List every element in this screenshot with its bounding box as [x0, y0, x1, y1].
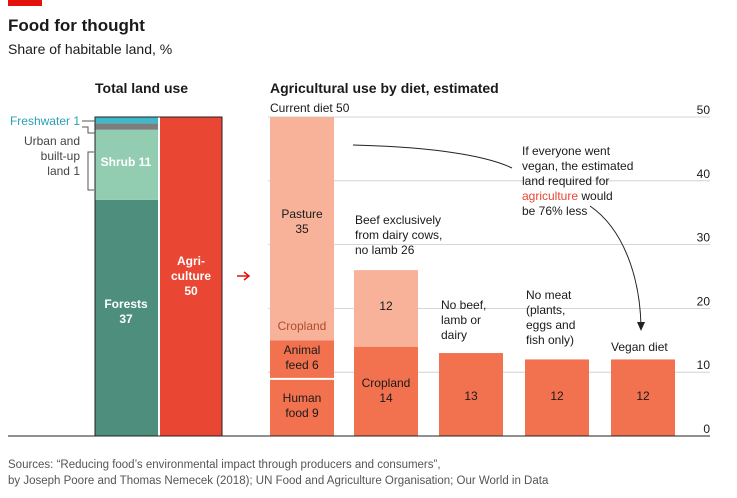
label-forests-1: Forests	[104, 297, 148, 311]
category-label-4-3: eggs and	[526, 318, 575, 332]
annotation-highlight: agriculture	[522, 189, 578, 203]
chart-title: Food for thought	[8, 16, 145, 35]
value-label-3: 13	[464, 389, 478, 403]
annotation-line-5: be 76% less	[522, 204, 587, 218]
annotation-line-4: agriculture would	[522, 189, 613, 203]
panel-title-diet: Agricultural use by diet, estimated	[270, 80, 499, 96]
category-label-4-1: No meat	[526, 288, 572, 302]
category-label-3-2: lamb or	[441, 313, 481, 327]
label-dairy-pasture: 12	[379, 299, 393, 313]
sources-line-2: by Joseph Poore and Thomas Nemecek (2018…	[8, 475, 549, 487]
bar-diet-3-human-food	[439, 353, 503, 436]
brand-bar	[8, 0, 42, 6]
y-tick-20: 20	[697, 294, 711, 308]
label-current-pasture-1: Pasture	[281, 207, 323, 221]
label-agriculture-2: culture	[171, 269, 211, 283]
label-dairy-cropland-1: Cropland	[362, 376, 411, 390]
annotation-line-2: vegan, the estimated	[522, 159, 633, 173]
y-tick-50: 50	[697, 103, 711, 117]
annotation-highlight-rest: would	[578, 189, 613, 203]
label-dairy-cropland-2: 14	[379, 391, 393, 405]
label-forests-2: 37	[119, 312, 133, 326]
label-current-feed-2: feed 6	[285, 358, 319, 372]
y-tick-10: 10	[697, 358, 711, 372]
y-tick-40: 40	[697, 167, 711, 181]
bar-diet-1-animal-feed	[270, 340, 334, 379]
label-current-human-1: Human	[283, 391, 322, 405]
bar-shrub	[95, 129, 158, 200]
category-label-1: Current diet 50	[270, 101, 350, 115]
bar-diet-1-pasture	[270, 117, 334, 341]
label-agriculture-1: Agri-	[177, 254, 205, 268]
annotation-arrowhead	[637, 322, 645, 331]
annotation-arrow	[589, 205, 642, 327]
bar-freshwater	[95, 117, 158, 124]
category-label-2-2: from dairy cows,	[355, 228, 442, 242]
bar-urban	[95, 123, 158, 130]
annotation-line-1: If everyone went	[522, 144, 611, 158]
bar-diet-1-human-food	[270, 378, 334, 436]
sources-note: Sources: “Reducing food’s environmental …	[8, 457, 548, 489]
chart-area: Total land use Agricultural use by diet, …	[8, 80, 711, 437]
category-label-2-3: no lamb 26	[355, 243, 415, 257]
category-label-5: Vegan diet	[611, 340, 668, 354]
label-current-cropland: Cropland	[278, 319, 327, 333]
bar-diet-2-pasture	[354, 270, 418, 347]
leader-urban	[82, 126, 95, 134]
panel-title-total: Total land use	[95, 80, 188, 96]
label-urban-3: land 1	[47, 164, 80, 178]
bar-diet-5-human-food	[611, 359, 675, 436]
label-current-human-2: food 9	[285, 406, 319, 420]
bracket-shrub	[87, 151, 94, 191]
y-tick-0: 0	[703, 422, 710, 436]
annotation-leader	[352, 144, 513, 169]
label-urban-1: Urban and	[24, 134, 80, 148]
label-current-feed-1: Animal	[284, 343, 321, 357]
label-agriculture-3: 50	[184, 284, 198, 298]
category-label-3-3: dairy	[441, 328, 467, 342]
category-label-3-1: No beef,	[441, 298, 486, 312]
y-tick-30: 30	[697, 231, 711, 245]
label-urban-2: built-up	[41, 149, 81, 163]
bar-diet-4-human-food	[525, 359, 589, 436]
category-label-4-4: fish only)	[526, 333, 574, 347]
annotation-line-3: land required for	[522, 174, 609, 188]
label-shrub: Shrub 11	[101, 155, 152, 169]
value-label-5: 12	[636, 389, 650, 403]
chart-subtitle: Share of habitable land, %	[8, 41, 173, 57]
value-label-4: 12	[550, 389, 564, 403]
sources-line-1: Sources: “Reducing food’s environmental …	[8, 459, 441, 471]
label-freshwater: Freshwater 1	[10, 114, 80, 128]
bar-forests	[95, 199, 158, 436]
label-current-pasture-2: 35	[295, 222, 309, 236]
bar-agriculture	[160, 117, 222, 436]
arrow-head	[243, 271, 251, 281]
category-label-2-1: Beef exclusively	[355, 213, 441, 227]
category-label-4-2: (plants,	[526, 303, 565, 317]
bar-diet-2-human-food	[354, 346, 418, 436]
